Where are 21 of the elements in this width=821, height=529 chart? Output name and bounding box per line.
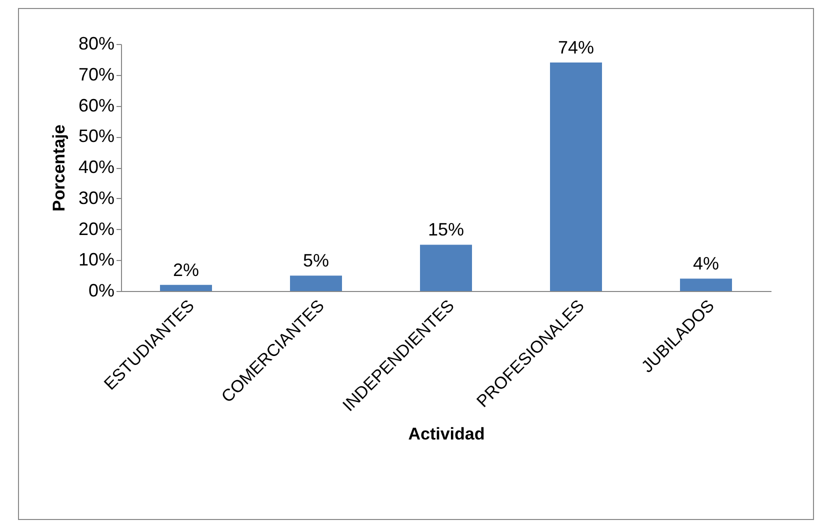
bar	[420, 244, 472, 291]
y-tick-label: 10%	[78, 250, 114, 270]
data-label: 5%	[302, 250, 330, 271]
data-label: 15%	[428, 220, 464, 240]
y-tick-label: 50%	[78, 126, 114, 146]
bar	[290, 276, 342, 291]
bar	[550, 62, 602, 291]
data-label: 2%	[172, 260, 200, 280]
y-tick-label: 70%	[78, 64, 114, 84]
y-tick-label: 80%	[78, 34, 114, 54]
y-tick-label: 40%	[78, 157, 114, 177]
y-tick-label: 60%	[78, 95, 114, 116]
y-axis-title: Porcentaje	[49, 124, 68, 212]
data-label: 74%	[558, 38, 594, 58]
bar	[160, 284, 212, 291]
y-tick-label: 30%	[78, 188, 114, 208]
x-axis-title: Actividad	[408, 424, 485, 444]
y-tick-label: 0%	[88, 280, 114, 300]
bar	[680, 278, 732, 291]
y-tick-label: 20%	[78, 218, 114, 239]
data-label: 4%	[692, 254, 720, 274]
